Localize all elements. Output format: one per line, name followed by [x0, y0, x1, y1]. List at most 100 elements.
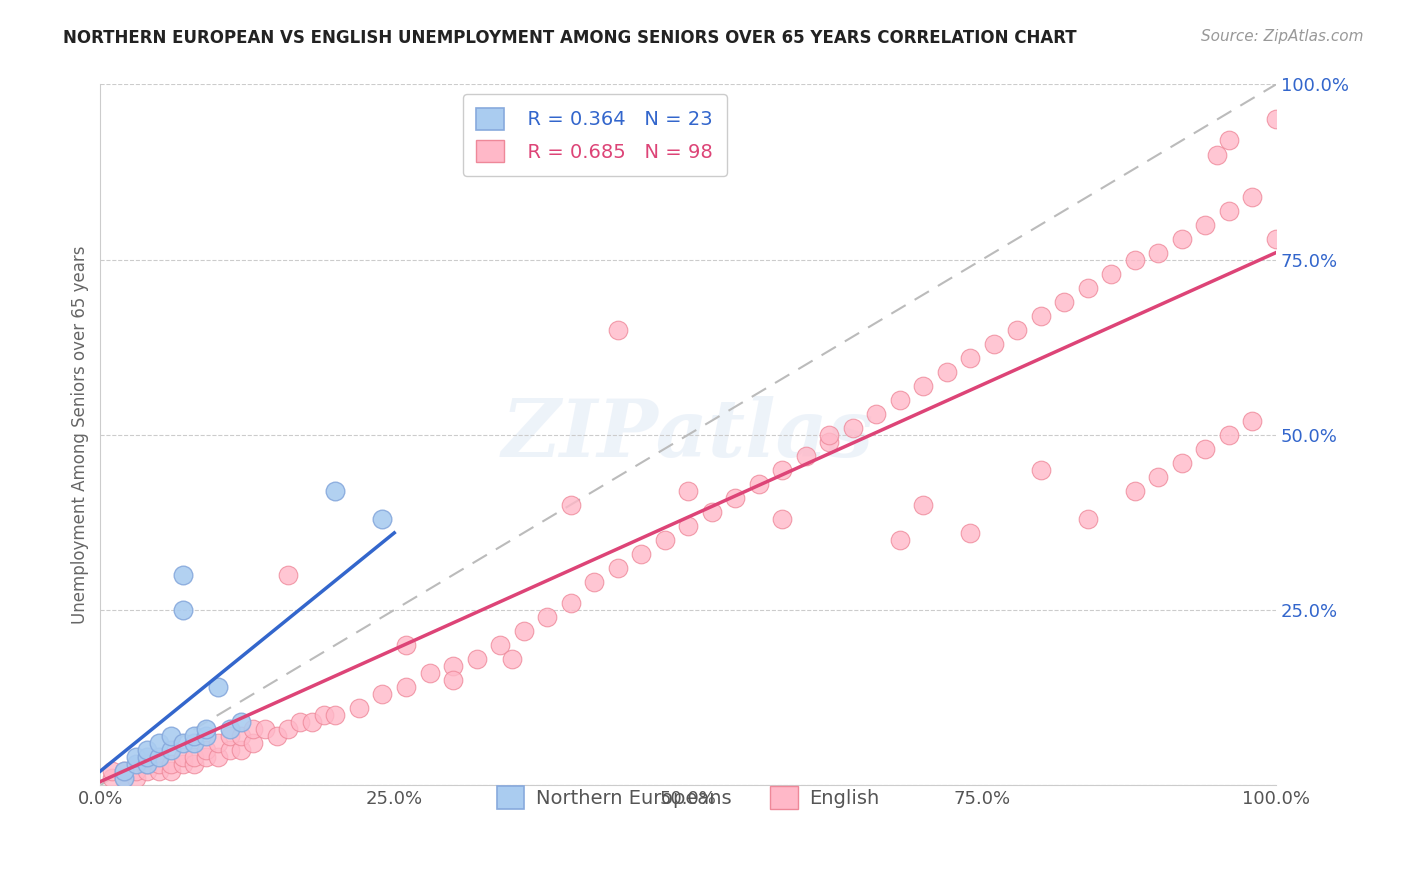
Point	[207, 736, 229, 750]
Point	[748, 476, 770, 491]
Point	[371, 512, 394, 526]
Point	[148, 764, 170, 778]
Text: NORTHERN EUROPEAN VS ENGLISH UNEMPLOYMENT AMONG SENIORS OVER 65 YEARS CORRELATIO: NORTHERN EUROPEAN VS ENGLISH UNEMPLOYMEN…	[63, 29, 1077, 46]
Point	[489, 638, 512, 652]
Point	[277, 722, 299, 736]
Point	[676, 519, 699, 533]
Point	[136, 750, 159, 764]
Point	[1218, 134, 1240, 148]
Point	[231, 729, 253, 743]
Point	[501, 652, 523, 666]
Y-axis label: Unemployment Among Seniors over 65 years: Unemployment Among Seniors over 65 years	[72, 245, 89, 624]
Point	[1241, 189, 1264, 203]
Point	[148, 750, 170, 764]
Point	[959, 525, 981, 540]
Point	[818, 427, 841, 442]
Point	[112, 764, 135, 778]
Point	[301, 714, 323, 729]
Point	[112, 771, 135, 785]
Point	[1206, 147, 1229, 161]
Point	[231, 743, 253, 757]
Point	[1007, 323, 1029, 337]
Point	[1077, 512, 1099, 526]
Point	[1265, 112, 1288, 127]
Point	[112, 771, 135, 785]
Point	[218, 729, 240, 743]
Point	[160, 757, 183, 772]
Point	[1077, 280, 1099, 294]
Point	[1218, 427, 1240, 442]
Text: Source: ZipAtlas.com: Source: ZipAtlas.com	[1201, 29, 1364, 44]
Point	[700, 505, 723, 519]
Point	[536, 610, 558, 624]
Point	[172, 750, 194, 764]
Point	[101, 771, 124, 785]
Point	[136, 764, 159, 778]
Point	[172, 603, 194, 617]
Point	[325, 483, 347, 498]
Point	[418, 666, 440, 681]
Point	[889, 533, 911, 547]
Point	[1194, 218, 1216, 232]
Point	[1171, 456, 1194, 470]
Point	[266, 729, 288, 743]
Point	[1147, 245, 1170, 260]
Point	[1265, 231, 1288, 245]
Point	[148, 736, 170, 750]
Point	[148, 757, 170, 772]
Point	[172, 757, 194, 772]
Point	[160, 729, 183, 743]
Point	[983, 336, 1005, 351]
Point	[395, 638, 418, 652]
Point	[1123, 252, 1146, 267]
Point	[347, 701, 370, 715]
Point	[195, 729, 218, 743]
Point	[606, 561, 628, 575]
Point	[218, 743, 240, 757]
Point	[1029, 309, 1052, 323]
Point	[818, 434, 841, 449]
Point	[124, 757, 146, 772]
Point	[290, 714, 312, 729]
Point	[207, 750, 229, 764]
Point	[371, 687, 394, 701]
Point	[770, 512, 793, 526]
Point	[842, 421, 865, 435]
Point	[242, 722, 264, 736]
Point	[724, 491, 747, 505]
Point	[277, 568, 299, 582]
Point	[183, 736, 205, 750]
Point	[160, 764, 183, 778]
Point	[889, 392, 911, 407]
Point	[136, 743, 159, 757]
Point	[770, 463, 793, 477]
Point	[912, 498, 935, 512]
Point	[1218, 203, 1240, 218]
Point	[1123, 483, 1146, 498]
Point	[124, 750, 146, 764]
Point	[395, 680, 418, 694]
Point	[1171, 231, 1194, 245]
Point	[912, 378, 935, 392]
Point	[101, 764, 124, 778]
Point	[124, 771, 146, 785]
Point	[136, 757, 159, 772]
Point	[1099, 267, 1122, 281]
Point	[1147, 470, 1170, 484]
Point	[253, 722, 276, 736]
Point	[512, 624, 534, 638]
Point	[218, 722, 240, 736]
Point	[606, 323, 628, 337]
Point	[465, 652, 488, 666]
Point	[172, 736, 194, 750]
Point	[441, 659, 464, 673]
Point	[560, 596, 582, 610]
Point	[160, 743, 183, 757]
Point	[441, 673, 464, 687]
Point	[654, 533, 676, 547]
Point	[195, 722, 218, 736]
Point	[207, 680, 229, 694]
Point	[1053, 294, 1076, 309]
Point	[183, 757, 205, 772]
Point	[1194, 442, 1216, 456]
